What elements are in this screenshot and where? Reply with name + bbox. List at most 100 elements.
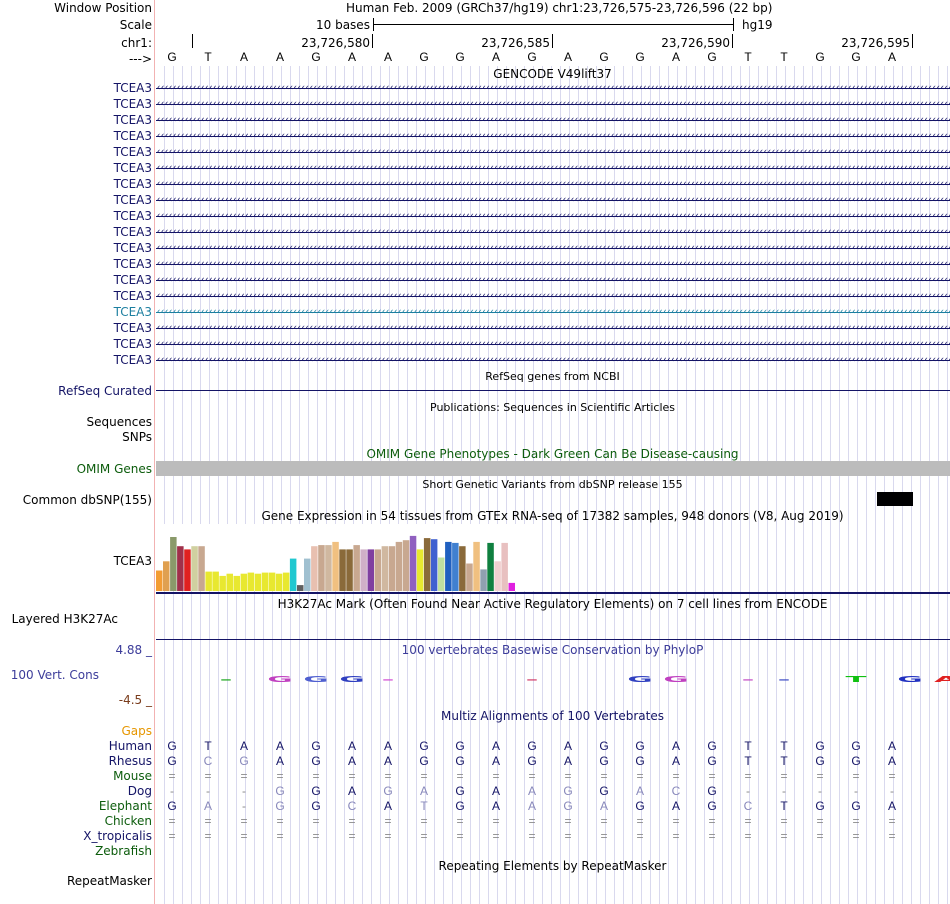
gtex-label[interactable]: TCEA3 [113, 554, 152, 568]
gtex-tissue-bar[interactable] [395, 541, 403, 591]
dbsnp-variant[interactable] [877, 492, 913, 506]
gencode-transcript-line[interactable] [156, 232, 950, 233]
h3k27ac-label[interactable]: Layered H3K27Ac [11, 612, 118, 626]
gencode-transcript-line[interactable] [156, 360, 950, 361]
gtex-tissue-bar[interactable] [445, 541, 452, 591]
gtex-tissue-bar[interactable] [205, 571, 212, 591]
gtex-tissue-bar[interactable] [170, 537, 177, 591]
gtex-tissue-bar[interactable] [459, 546, 466, 591]
sequences-label[interactable]: Sequences [86, 415, 152, 429]
gencode-transcript-label[interactable]: TCEA3 [113, 193, 152, 207]
gencode-transcript-line[interactable] [156, 136, 950, 137]
gtex-tissue-bar[interactable] [268, 572, 276, 591]
gencode-transcript-line[interactable] [156, 216, 950, 217]
gtex-tissue-bar[interactable] [367, 549, 375, 591]
omim-feature[interactable] [156, 461, 950, 476]
gtex-tissue-bar[interactable] [297, 585, 304, 591]
gtex-tissue-bar[interactable] [452, 542, 459, 591]
gtex-tissue-bar[interactable] [289, 558, 297, 591]
gtex-tissue-bar[interactable] [318, 545, 325, 591]
gtex-tissue-bar[interactable] [473, 541, 480, 591]
gencode-transcript-line[interactable] [156, 104, 950, 105]
gencode-transcript-label[interactable]: TCEA3 [113, 257, 152, 271]
gencode-transcript-line[interactable] [156, 312, 950, 313]
gtex-tissue-bar[interactable] [353, 545, 360, 591]
gtex-tissue-bar[interactable] [212, 571, 219, 591]
gtex-tissue-bar[interactable] [480, 569, 487, 591]
gencode-transcript-label[interactable]: TCEA3 [113, 113, 152, 127]
gtex-tissue-bar[interactable] [254, 573, 262, 591]
gencode-transcript-label[interactable]: TCEA3 [113, 305, 152, 319]
gtex-tissue-bar[interactable] [156, 570, 163, 592]
species-label[interactable]: Mouse [113, 769, 152, 783]
gtex-tissue-bar[interactable] [381, 546, 389, 591]
gtex-tissue-bar[interactable] [494, 561, 501, 591]
snps-label[interactable]: SNPs [122, 430, 152, 444]
gencode-transcript-line[interactable] [156, 120, 950, 121]
gencode-transcript-label[interactable]: TCEA3 [113, 353, 152, 367]
species-label[interactable]: Elephant [98, 799, 152, 813]
gtex-tissue-bar[interactable] [423, 538, 431, 591]
gtex-tissue-bar[interactable] [332, 541, 339, 591]
gtex-tissue-bar[interactable] [163, 561, 170, 591]
gencode-transcript-line[interactable] [156, 168, 950, 169]
gencode-transcript-line[interactable] [156, 296, 950, 297]
dbsnp-label[interactable]: Common dbSNP(155) [22, 493, 152, 507]
gtex-tissue-bar[interactable] [416, 549, 424, 591]
gencode-transcript-label[interactable]: TCEA3 [113, 289, 152, 303]
gencode-transcript-label[interactable]: TCEA3 [113, 241, 152, 255]
gtex-tissue-bar[interactable] [508, 582, 516, 591]
species-label[interactable]: X_tropicalis [83, 829, 152, 843]
gtex-tissue-bar[interactable] [282, 572, 290, 591]
gtex-tissue-bar[interactable] [402, 540, 410, 591]
gencode-transcript-line[interactable] [156, 264, 950, 265]
gtex-tissue-bar[interactable] [466, 563, 473, 592]
gtex-bar-chart[interactable] [156, 524, 536, 592]
gtex-tissue-bar[interactable] [184, 549, 191, 591]
gtex-tissue-bar[interactable] [247, 572, 255, 591]
gtex-tissue-bar[interactable] [240, 573, 248, 591]
gtex-tissue-bar[interactable] [339, 549, 346, 591]
phylop-label[interactable]: 100 Vert. Cons [10, 668, 99, 682]
gencode-transcript-label[interactable]: TCEA3 [113, 321, 152, 335]
gtex-tissue-bar[interactable] [374, 549, 382, 591]
gtex-tissue-bar[interactable] [177, 546, 184, 591]
species-label[interactable]: Human [108, 739, 152, 753]
gencode-title[interactable]: GENCODE V49lift37 [493, 67, 612, 81]
refseq-label[interactable]: RefSeq Curated [58, 384, 152, 398]
gencode-transcript-label[interactable]: TCEA3 [113, 161, 152, 175]
gtex-tissue-bar[interactable] [304, 558, 311, 591]
gtex-tissue-bar[interactable] [233, 575, 241, 591]
gtex-tissue-bar[interactable] [487, 542, 494, 591]
gencode-transcript-label[interactable]: TCEA3 [113, 177, 152, 191]
gtex-tissue-bar[interactable] [438, 557, 445, 592]
omim-label[interactable]: OMIM Genes [76, 462, 152, 476]
gencode-transcript-line[interactable] [156, 280, 950, 281]
gtex-tissue-bar[interactable] [311, 546, 318, 591]
gencode-transcript-label[interactable]: TCEA3 [113, 337, 152, 351]
gtex-tissue-bar[interactable] [501, 542, 508, 591]
gencode-transcript-line[interactable] [156, 344, 950, 345]
gencode-transcript-line[interactable] [156, 200, 950, 201]
gencode-transcript-line[interactable] [156, 328, 950, 329]
gencode-transcript-label[interactable]: TCEA3 [113, 225, 152, 239]
gtex-tissue-bar[interactable] [360, 549, 367, 591]
gencode-transcript-label[interactable]: TCEA3 [113, 145, 152, 159]
gtex-tissue-bar[interactable] [388, 546, 396, 591]
gtex-tissue-bar[interactable] [409, 535, 417, 591]
repeatmasker-label[interactable]: RepeatMasker [66, 874, 152, 888]
gtex-tissue-bar[interactable] [325, 545, 332, 591]
gtex-tissue-bar[interactable] [198, 546, 205, 591]
gencode-transcript-line[interactable] [156, 152, 950, 153]
gtex-tissue-bar[interactable] [346, 549, 353, 591]
gencode-transcript-label[interactable]: TCEA3 [113, 81, 152, 95]
gtex-tissue-bar[interactable] [261, 572, 269, 591]
gtex-tissue-bar[interactable] [275, 573, 283, 591]
gencode-transcript-label[interactable]: TCEA3 [113, 209, 152, 223]
species-label[interactable]: Dog [127, 784, 152, 798]
gencode-transcript-line[interactable] [156, 184, 950, 185]
species-label[interactable]: Rhesus [108, 754, 152, 768]
gencode-transcript-label[interactable]: TCEA3 [113, 273, 152, 287]
gencode-transcript-label[interactable]: TCEA3 [113, 129, 152, 143]
species-label[interactable]: Zebrafish [95, 844, 152, 858]
